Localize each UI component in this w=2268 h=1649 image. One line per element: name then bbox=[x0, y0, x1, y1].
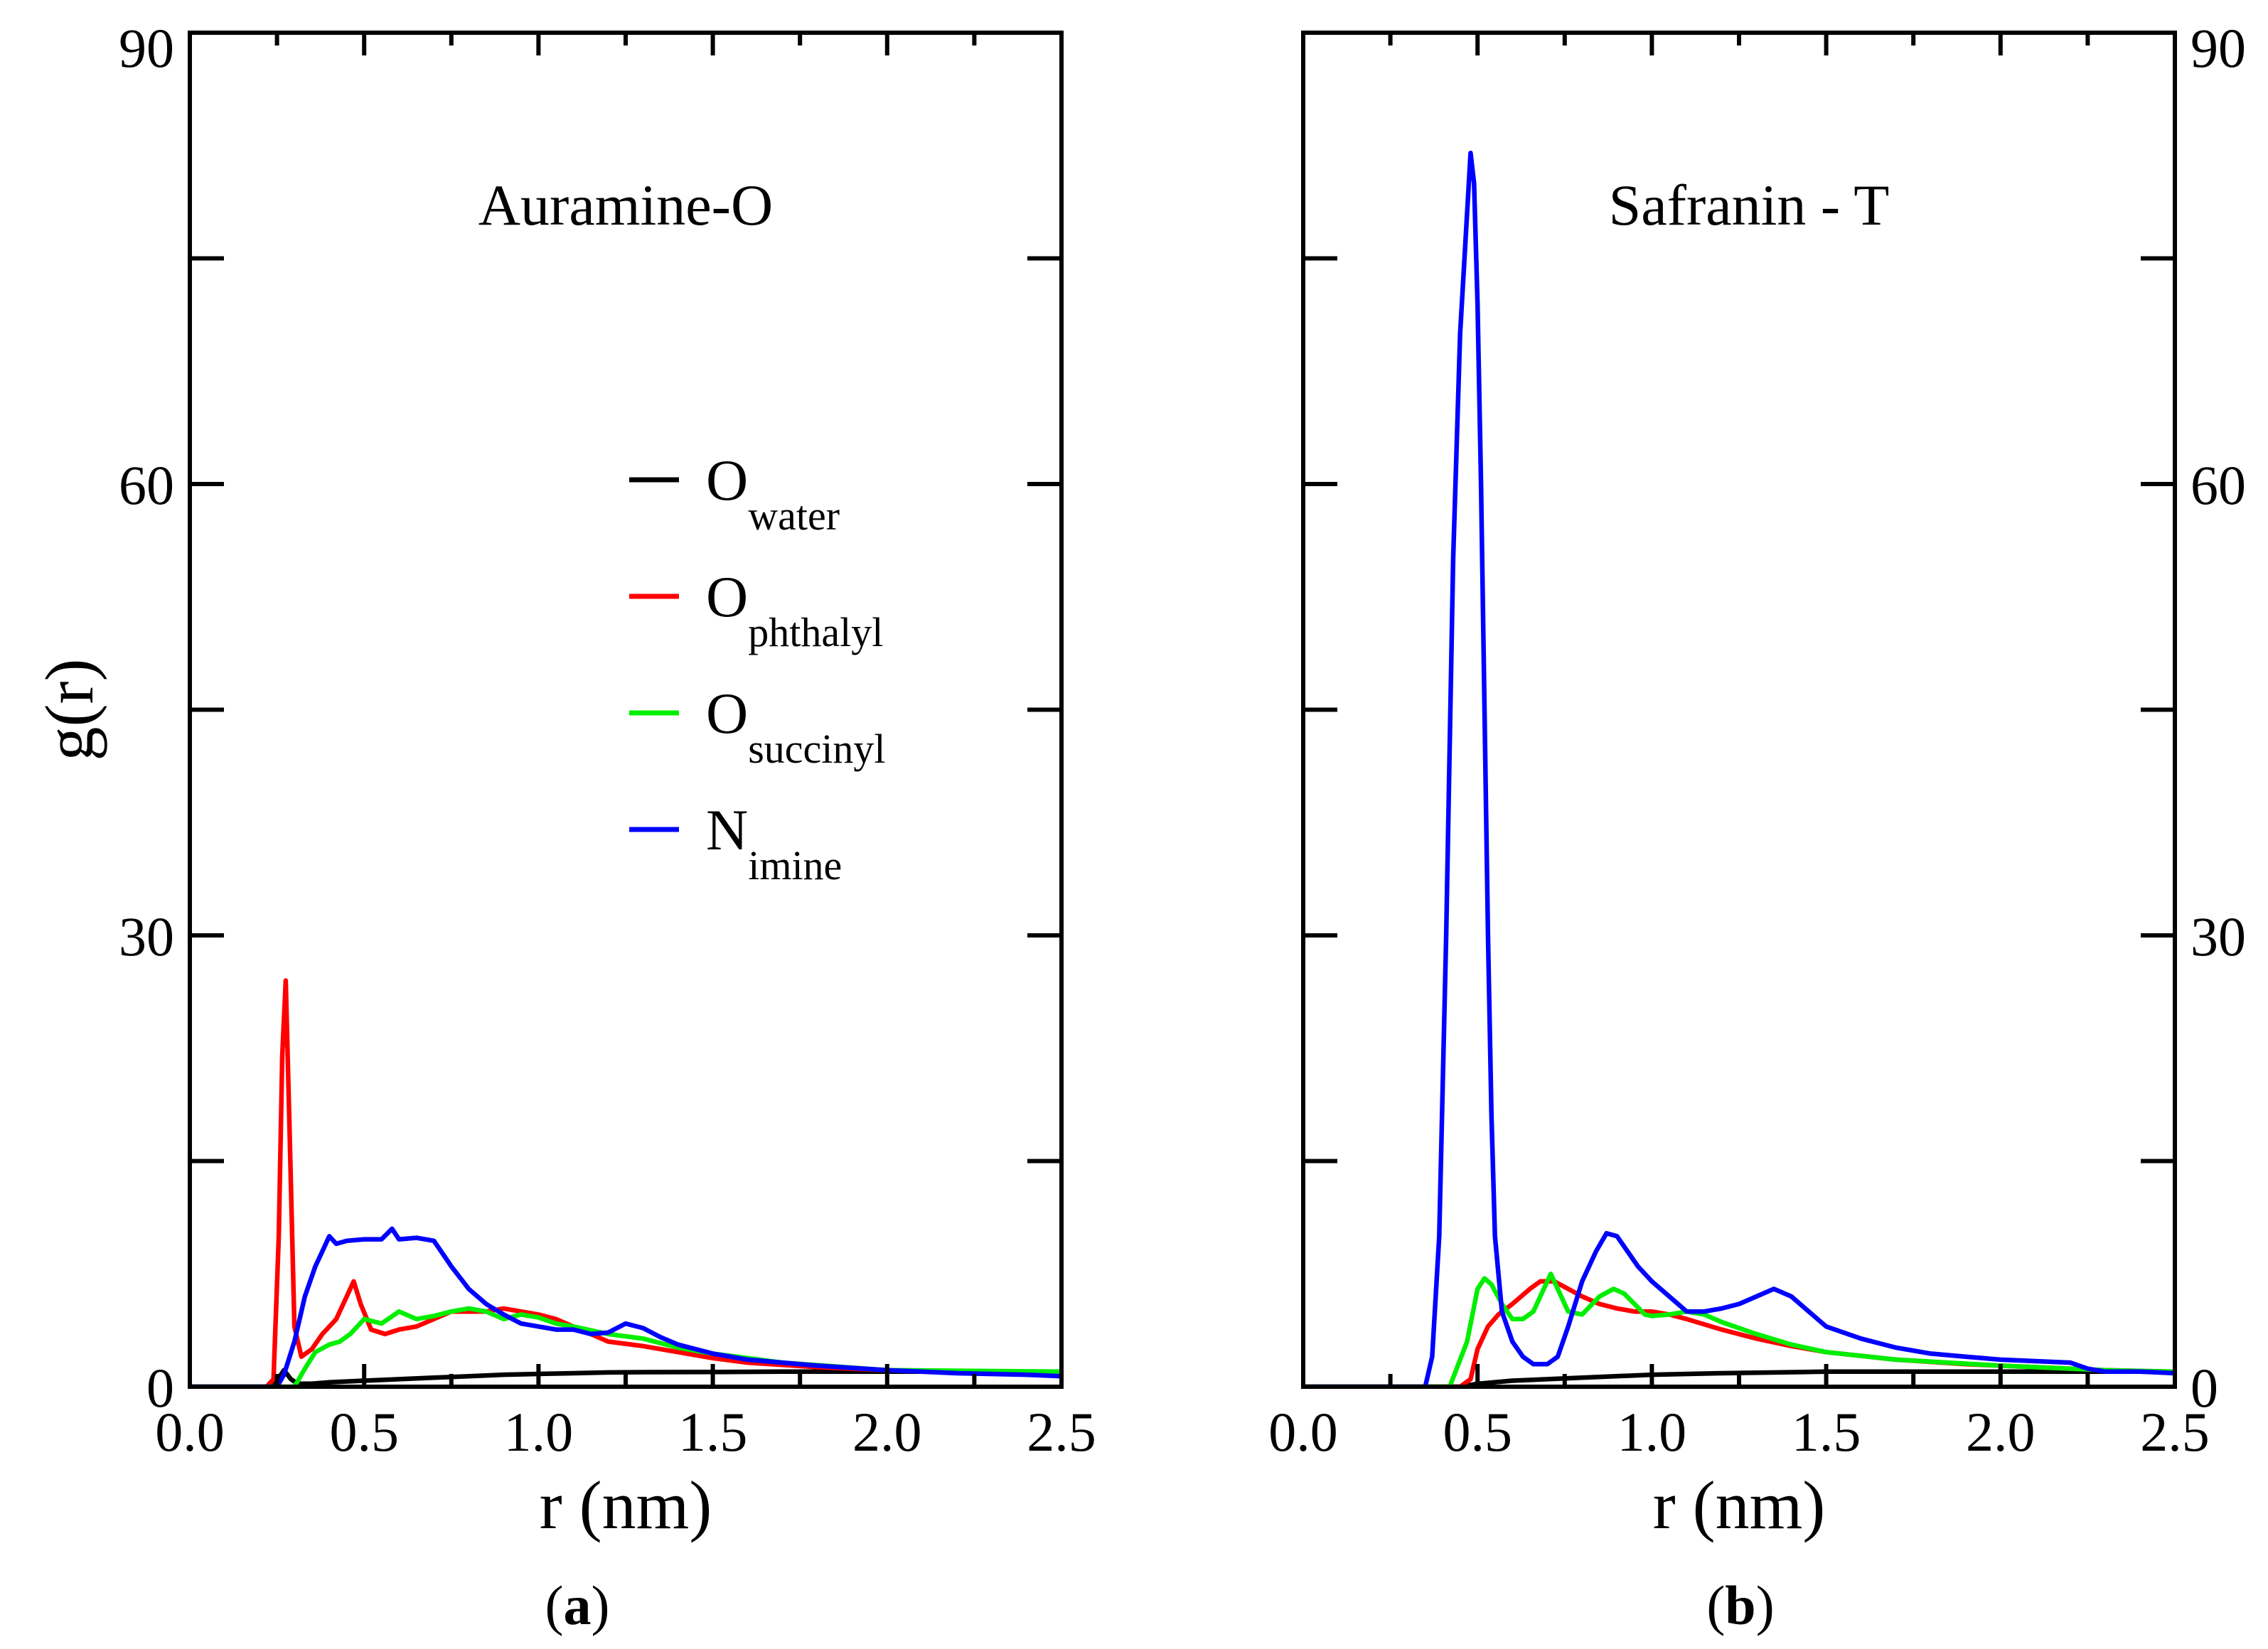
x-tick-label: 0.0 bbox=[155, 1401, 225, 1463]
x-tick-label: 1.0 bbox=[1617, 1401, 1687, 1463]
panel-a: 0.0 0.5 1.0 1.5 2.0 2.5 0 30 60 90 r (nm) g(r) Auram… bbox=[31, 17, 1096, 1636]
panel-caption: (b) bbox=[1706, 1574, 1774, 1636]
series-group bbox=[1303, 151, 2175, 1387]
series-line-imine bbox=[190, 1226, 1061, 1387]
x-tick-label: 0.0 bbox=[1268, 1401, 1338, 1463]
series-line-succinyl bbox=[190, 1306, 1061, 1387]
legend-label-base: O bbox=[706, 681, 748, 746]
x-tick-label: 1.5 bbox=[678, 1401, 748, 1463]
series-group bbox=[190, 978, 1061, 1387]
panel-b: 0.0 0.5 1.0 1.5 2.0 2.50 30 60 90 r (nm) Safranin … bbox=[1268, 17, 2246, 1636]
y-tick-label: 90 bbox=[119, 17, 174, 79]
x-tick-label: 1.0 bbox=[504, 1401, 574, 1463]
x-tick-label: 1.5 bbox=[1792, 1401, 1861, 1463]
x-tick-label: 0.5 bbox=[1443, 1401, 1512, 1463]
legend-label-sub: imine bbox=[748, 842, 842, 888]
series-line-succinyl bbox=[1303, 1272, 2175, 1387]
legend-label-base: N bbox=[706, 797, 748, 862]
legend-label-base: O bbox=[706, 448, 748, 512]
caption-open: ( bbox=[545, 1574, 564, 1636]
caption-letter: a bbox=[564, 1574, 592, 1636]
legend-label-sub: phthalyl bbox=[748, 609, 883, 655]
caption-close: ) bbox=[592, 1574, 610, 1636]
x-axis-title: r (nm) bbox=[1653, 1467, 1826, 1543]
legend-label-base: O bbox=[706, 564, 748, 629]
legend-label-succinyl: Osuccinyl bbox=[706, 681, 886, 772]
caption-close: ) bbox=[1756, 1574, 1775, 1636]
legend-label-imine: Nimine bbox=[706, 797, 842, 888]
x-tick-label: 2.5 bbox=[2140, 1401, 2210, 1463]
x-tick-label: 2.0 bbox=[852, 1401, 922, 1463]
series-line-phthalyl bbox=[190, 978, 1061, 1387]
y-tick-label: 0 bbox=[146, 1357, 174, 1419]
y-axis-title: g(r) bbox=[31, 659, 107, 761]
caption-letter: b bbox=[1725, 1574, 1755, 1636]
legend-label-sub: water bbox=[748, 493, 840, 539]
series-line-imine bbox=[1303, 151, 2175, 1387]
legend-label-water: Owater bbox=[706, 448, 840, 539]
panel-title: Safranin - T bbox=[1609, 173, 1890, 237]
y-tick-label: 0 bbox=[2191, 1357, 2218, 1419]
y-tick-label: 30 bbox=[2191, 906, 2246, 967]
x-tick-label: 2.0 bbox=[1966, 1401, 2036, 1463]
panel-caption: (a) bbox=[545, 1574, 610, 1636]
legend-label-sub: succinyl bbox=[748, 726, 885, 772]
y-tick-label: 30 bbox=[119, 906, 174, 967]
x-tick-label: 2.5 bbox=[1027, 1401, 1096, 1463]
y-tick-label: 90 bbox=[2191, 17, 2246, 79]
caption-open: ( bbox=[1706, 1574, 1725, 1636]
y-tick-label: 60 bbox=[119, 454, 174, 516]
x-axis-title: r (nm) bbox=[540, 1467, 712, 1543]
panel-title: Auramine-O bbox=[478, 173, 773, 237]
legend-label-phthalyl: Ophthalyl bbox=[706, 564, 883, 655]
x-tick-label: 0.5 bbox=[329, 1401, 399, 1463]
y-tick-label: 60 bbox=[2191, 454, 2246, 516]
